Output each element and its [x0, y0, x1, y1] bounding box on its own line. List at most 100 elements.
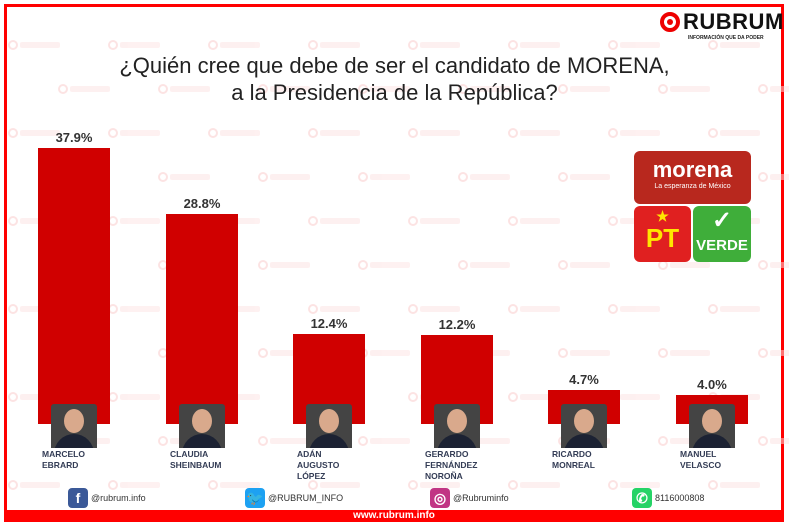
watermark-logo-icon	[658, 348, 710, 358]
watermark-logo-icon	[608, 40, 660, 50]
watermark-logo-icon	[358, 172, 410, 182]
watermark-logo-icon	[508, 480, 560, 490]
target-icon	[660, 12, 680, 32]
verde-label: VERDE	[696, 237, 748, 254]
watermark-logo-icon	[708, 304, 760, 314]
watermark-logo-icon	[208, 128, 260, 138]
watermark-logo-icon	[408, 40, 460, 50]
watermark-logo-icon	[108, 216, 160, 226]
watermark-logo-icon	[8, 40, 60, 50]
watermark-logo-icon	[108, 304, 160, 314]
footer-band: www.rubrum.info	[4, 510, 784, 522]
watermark-logo-icon	[208, 480, 260, 490]
social-link[interactable]: 🐦 @RUBRUM_INFO	[245, 488, 343, 508]
toucan-check-icon: ✓	[711, 207, 733, 234]
watermark-logo-icon	[508, 40, 560, 50]
social-link[interactable]: ✆ 8116000808	[632, 488, 704, 508]
watermark-logo-icon	[208, 40, 260, 50]
watermark-logo-icon	[58, 84, 110, 94]
data-label: 37.9%	[55, 130, 93, 145]
candidate-name: GERARDO FERNÁNDEZ NOROÑA	[425, 449, 478, 481]
watermark-logo-icon	[758, 84, 789, 94]
watermark-logo-icon	[758, 172, 789, 182]
morena-tagline: La esperanza de México	[654, 183, 731, 190]
data-label: 4.0%	[697, 376, 727, 392]
watermark-logo-icon	[258, 260, 310, 270]
pt-label: PT	[645, 223, 680, 253]
verde-logo: ✓ VERDE	[693, 206, 751, 262]
watermark-logo-icon	[308, 304, 360, 314]
watermark-logo-icon	[508, 392, 560, 402]
watermark-logo-icon	[258, 84, 310, 94]
watermark-logo-icon	[258, 172, 310, 182]
social-handle: @rubrum.info	[91, 493, 146, 503]
watermark-logo-icon	[358, 84, 410, 94]
watermark-logo-icon	[358, 436, 410, 446]
morena-logo: morena La esperanza de México	[634, 151, 751, 204]
chart-title: ¿Quién cree que debe de ser el candidato…	[119, 53, 670, 105]
watermark-logo-icon	[308, 216, 360, 226]
candidate-photo	[51, 404, 97, 448]
watermark-logo-icon	[408, 480, 460, 490]
watermark-logo-icon	[508, 128, 560, 138]
watermark-logo-icon	[558, 260, 610, 270]
bar	[166, 214, 238, 424]
watermark-logo-icon	[558, 348, 610, 358]
watermark-logo-icon	[158, 172, 210, 182]
candidate-photo	[434, 404, 480, 448]
watermark-logo-icon	[658, 84, 710, 94]
watermark-logo-icon	[408, 304, 460, 314]
candidate-name: ADÁN AUGUSTO LÓPEZ	[297, 449, 340, 481]
brand-tagline: INFORMACIÓN QUE DA PODER	[688, 35, 764, 41]
social-handle: 8116000808	[655, 493, 705, 503]
data-label: 4.7%	[569, 371, 599, 387]
candidate-photo	[179, 404, 225, 448]
social-handle: @RUBRUM_INFO	[268, 493, 344, 503]
watermark-logo-icon	[458, 172, 510, 182]
watermark-logo-icon	[358, 260, 410, 270]
page-frame	[4, 4, 784, 519]
watermark-logo-icon	[8, 128, 60, 138]
candidate-photo	[689, 404, 735, 448]
watermark-logo-icon	[108, 480, 160, 490]
watermark-logo-icon	[408, 216, 460, 226]
data-label: 12.4%	[310, 315, 348, 331]
watermark-logo-icon	[8, 480, 60, 490]
watermark-logo-icon	[108, 392, 160, 402]
watermark-logo-icon	[508, 216, 560, 226]
watermark-logo-icon	[158, 84, 210, 94]
pt-logo: ★ PT	[634, 206, 691, 262]
watermark-logo-icon	[258, 348, 310, 358]
morena-label: morena	[652, 157, 733, 182]
instagram-icon: ◎	[430, 488, 450, 508]
watermark-logo-icon	[408, 128, 460, 138]
bar	[38, 148, 110, 424]
social-link[interactable]: f @rubrum.info	[68, 488, 146, 508]
social-link[interactable]: ◎ @Rubruminfo	[430, 488, 509, 508]
watermark-logo-icon	[758, 436, 789, 446]
watermark-logo-icon	[308, 480, 360, 490]
brand-name: RUBRUM	[683, 9, 784, 34]
watermark-logo-icon	[508, 304, 560, 314]
watermark-logo-icon	[708, 480, 760, 490]
watermark-logo-icon	[608, 304, 660, 314]
watermark-logo-icon	[258, 436, 310, 446]
watermark-logo-icon	[608, 128, 660, 138]
watermark-logo-icon	[608, 480, 660, 490]
watermark-logo-icon	[558, 172, 610, 182]
watermark-logo-icon	[458, 260, 510, 270]
watermark-logo-icon	[708, 40, 760, 50]
website-link[interactable]: www.rubrum.info	[353, 510, 435, 521]
star-icon: ★	[656, 208, 669, 224]
candidate-name: RICARDO MONREAL	[552, 449, 595, 470]
candidate-photo	[306, 404, 352, 448]
watermark-logo-icon	[308, 40, 360, 50]
facebook-icon: f	[68, 488, 88, 508]
twitter-icon: 🐦	[245, 488, 265, 508]
watermark-logo-icon	[458, 84, 510, 94]
watermark-logo-icon	[108, 128, 160, 138]
candidate-name: CLAUDIA SHEINBAUM	[170, 449, 222, 470]
social-handle: @Rubruminfo	[453, 493, 509, 503]
data-label: 28.8%	[183, 196, 221, 212]
candidate-name: MANUEL VELASCO	[680, 449, 722, 470]
